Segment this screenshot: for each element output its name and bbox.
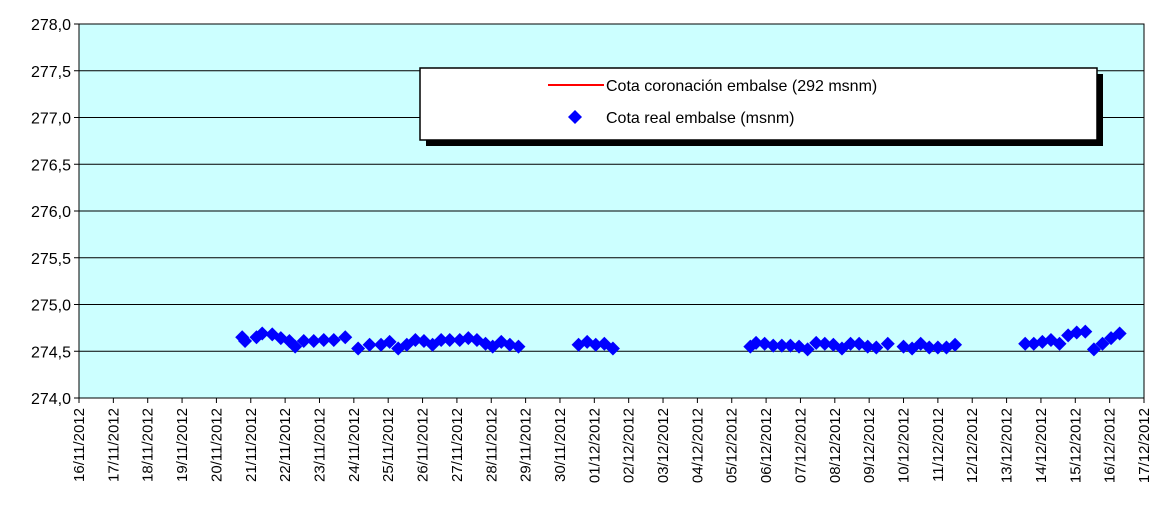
- data-point: [288, 339, 303, 354]
- y-tick-label: 274,5: [31, 344, 71, 361]
- x-tick-label: 20/11/2012: [208, 408, 225, 482]
- data-point: [362, 337, 377, 352]
- y-tick-label: 275,0: [31, 298, 71, 315]
- x-tick-label: 05/12/2012: [724, 408, 741, 483]
- data-point: [948, 337, 963, 352]
- series-cota-real: [235, 324, 1127, 357]
- data-point: [783, 338, 798, 353]
- x-tick-label: 28/11/2012: [483, 408, 500, 482]
- y-tick-label: 274,0: [31, 391, 71, 408]
- data-point: [922, 340, 937, 355]
- x-tick-label: 22/11/2012: [277, 408, 294, 482]
- x-tick-label: 01/12/2012: [586, 408, 603, 483]
- data-point: [351, 341, 366, 356]
- data-point: [749, 335, 764, 350]
- x-tick-label: 17/11/2012: [105, 408, 122, 482]
- data-point: [869, 340, 884, 355]
- x-tick-label: 23/11/2012: [311, 408, 328, 482]
- x-tick-label: 10/12/2012: [896, 408, 913, 483]
- x-tick-label: 17/12/2012: [1136, 408, 1153, 483]
- x-tick-label: 13/12/2012: [999, 408, 1016, 483]
- data-point: [860, 339, 875, 354]
- x-tick-label: 03/12/2012: [655, 408, 672, 483]
- x-tick-label: 14/12/2012: [1033, 408, 1050, 483]
- data-point: [766, 338, 781, 353]
- y-tick-label: 276,0: [31, 204, 71, 221]
- x-tick-label: 21/11/2012: [243, 408, 260, 482]
- legend-label-coronacion: Cota coronación embalse (292 msnm): [606, 78, 877, 95]
- data-point: [434, 333, 449, 348]
- x-tick-label: 16/11/2012: [71, 408, 88, 482]
- data-point: [408, 333, 423, 348]
- x-tick-label: 08/12/2012: [827, 408, 844, 483]
- data-point: [1086, 342, 1101, 357]
- legend-box: [419, 67, 1098, 141]
- x-tick-label: 18/11/2012: [140, 408, 157, 482]
- data-point: [442, 333, 457, 348]
- y-tick-label: 276,5: [31, 157, 71, 174]
- data-point: [255, 326, 270, 341]
- data-point: [588, 337, 603, 352]
- data-point: [809, 335, 824, 350]
- y-tick-label: 277,5: [31, 64, 71, 81]
- data-point: [338, 330, 353, 345]
- data-point: [930, 340, 945, 355]
- x-tick-label: 06/12/2012: [758, 408, 775, 483]
- data-point: [1078, 324, 1093, 339]
- data-point: [511, 339, 526, 354]
- data-point: [316, 333, 331, 348]
- x-tick-label: 16/12/2012: [1102, 408, 1119, 483]
- x-tick-label: 11/12/2012: [930, 408, 947, 482]
- data-point: [1069, 325, 1084, 340]
- x-tick-label: 09/12/2012: [861, 408, 878, 483]
- x-tick-label: 27/11/2012: [449, 408, 466, 482]
- data-point: [326, 333, 341, 348]
- y-tick-label: 277,0: [31, 111, 71, 128]
- data-point: [1095, 336, 1110, 351]
- data-point: [774, 338, 789, 353]
- data-point: [296, 333, 311, 348]
- data-point: [1018, 336, 1033, 351]
- y-tick-label: 275,5: [31, 251, 71, 268]
- x-tick-label: 19/11/2012: [174, 408, 191, 482]
- data-point: [817, 336, 832, 351]
- x-tick-label: 07/12/2012: [792, 408, 809, 483]
- data-point: [382, 334, 397, 349]
- data-point: [306, 333, 321, 348]
- data-point: [238, 333, 253, 348]
- x-tick-label: 02/12/2012: [621, 408, 638, 483]
- data-point: [1112, 326, 1127, 341]
- data-point: [605, 341, 620, 356]
- x-axis: 16/11/2012 17/11/2012 18/11/2012 19/11/2012…: [71, 398, 1153, 483]
- data-point: [800, 342, 815, 357]
- x-tick-label: 04/12/2012: [689, 408, 706, 483]
- x-tick-label: 15/12/2012: [1067, 408, 1084, 483]
- x-tick-label: 30/11/2012: [552, 408, 569, 482]
- x-tick-label: 25/11/2012: [380, 408, 397, 482]
- data-point: [843, 336, 858, 351]
- x-tick-label: 26/11/2012: [415, 408, 432, 482]
- data-point: [1052, 336, 1067, 351]
- data-point: [880, 336, 895, 351]
- legend: Cota coronación embalse (292 msnm) Cota …: [419, 67, 1103, 146]
- y-tick-label: 278,0: [31, 17, 71, 34]
- legend-swatch-diamond: [568, 110, 582, 124]
- legend-label-cota-real: Cota real embalse (msnm): [606, 110, 795, 127]
- x-tick-label: 12/12/2012: [964, 408, 981, 483]
- x-tick-label: 29/11/2012: [518, 408, 535, 482]
- y-axis: 274,0 274,5 275,0 275,5 276,0 276,5 277,0 277,5…: [31, 17, 79, 408]
- x-tick-label: 24/11/2012: [346, 408, 363, 482]
